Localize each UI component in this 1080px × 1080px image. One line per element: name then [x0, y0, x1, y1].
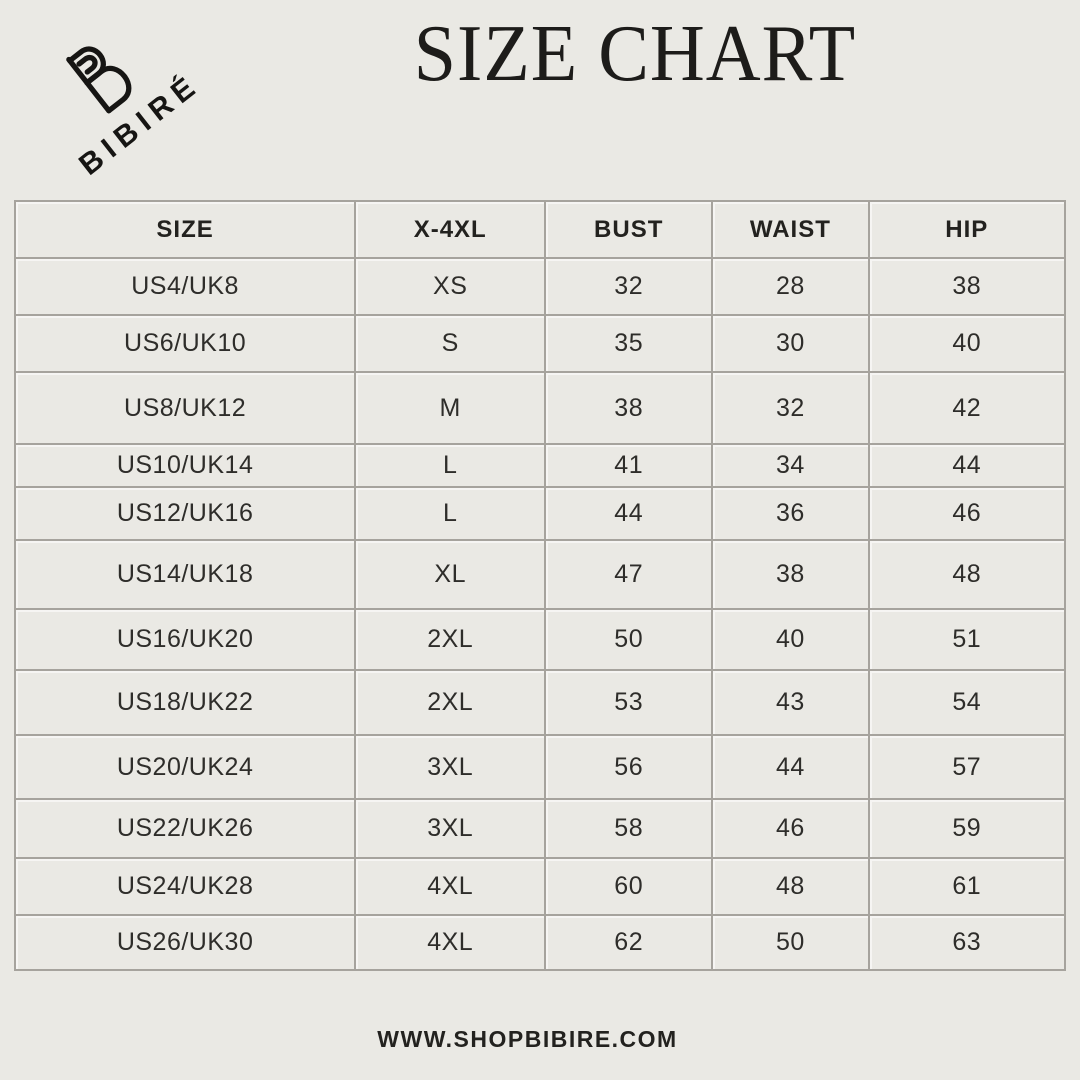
- size-cell: US8/UK12: [13, 371, 357, 445]
- waist-cell: 38: [711, 539, 870, 610]
- size-chart-table: SIZE X-4XL BUST WAIST HIP US4/UK8 XS 32 28 3…: [13, 200, 1067, 971]
- size-cell: US22/UK26: [13, 798, 357, 859]
- size-cell: US16/UK20: [13, 608, 357, 671]
- size-cell: US12/UK16: [13, 486, 357, 541]
- hip-cell: 46: [867, 486, 1067, 541]
- hip-cell: 51: [867, 608, 1067, 671]
- column-header-waist: WAIST: [711, 200, 870, 259]
- page-title: SIZE CHART: [413, 9, 857, 99]
- size-cell: US4/UK8: [13, 257, 357, 316]
- column-header-bust: BUST: [544, 200, 714, 259]
- table-row: US12/UK16 L 44 36 46: [13, 486, 1067, 541]
- size-cell: US18/UK22: [13, 669, 357, 736]
- bust-cell: 58: [544, 798, 714, 859]
- bust-cell: 56: [544, 734, 714, 800]
- table-row: US6/UK10 S 35 30 40: [13, 314, 1067, 373]
- hip-cell: 63: [867, 914, 1067, 971]
- letter-size-cell: L: [354, 443, 547, 488]
- bust-cell: 44: [544, 486, 714, 541]
- hip-cell: 42: [867, 371, 1067, 445]
- bust-cell: 62: [544, 914, 714, 971]
- hip-cell: 48: [867, 539, 1067, 610]
- size-cell: US24/UK28: [13, 857, 357, 916]
- table-header-row: SIZE X-4XL BUST WAIST HIP: [13, 200, 1067, 259]
- bust-cell: 47: [544, 539, 714, 610]
- bust-cell: 38: [544, 371, 714, 445]
- website-url: WWW.SHOPBIBIRE.COM: [377, 1026, 678, 1052]
- letter-size-cell: 4XL: [354, 914, 547, 971]
- letter-size-cell: S: [354, 314, 547, 373]
- brand-logo: BIBIRÉ: [0, 0, 241, 214]
- hip-cell: 57: [867, 734, 1067, 800]
- size-cell: US6/UK10: [13, 314, 357, 373]
- waist-cell: 50: [711, 914, 870, 971]
- waist-cell: 30: [711, 314, 870, 373]
- bust-cell: 35: [544, 314, 714, 373]
- column-header-hip: HIP: [867, 200, 1067, 259]
- waist-cell: 43: [711, 669, 870, 736]
- letter-size-cell: XL: [354, 539, 547, 610]
- bust-cell: 53: [544, 669, 714, 736]
- letter-size-cell: 2XL: [354, 608, 547, 671]
- table-row: US26/UK30 4XL 62 50 63: [13, 914, 1067, 971]
- table-row: US24/UK28 4XL 60 48 61: [13, 857, 1067, 916]
- column-header-size: SIZE: [13, 200, 357, 259]
- waist-cell: 34: [711, 443, 870, 488]
- hip-cell: 59: [867, 798, 1067, 859]
- waist-cell: 44: [711, 734, 870, 800]
- size-cell: US20/UK24: [13, 734, 357, 800]
- table-row: US22/UK26 3XL 58 46 59: [13, 798, 1067, 859]
- table-row: US16/UK20 2XL 50 40 51: [13, 608, 1067, 671]
- letter-size-cell: 3XL: [354, 734, 547, 800]
- bust-cell: 50: [544, 608, 714, 671]
- bust-cell: 32: [544, 257, 714, 316]
- letter-size-cell: 3XL: [354, 798, 547, 859]
- bibire-monogram-icon: [65, 46, 132, 113]
- letter-size-cell: L: [354, 486, 547, 541]
- table-row: US18/UK22 2XL 53 43 54: [13, 669, 1067, 736]
- letter-size-cell: M: [354, 371, 547, 445]
- size-cell: US26/UK30: [13, 914, 357, 971]
- letter-size-cell: XS: [354, 257, 547, 316]
- waist-cell: 32: [711, 371, 870, 445]
- hip-cell: 44: [867, 443, 1067, 488]
- size-cell: US10/UK14: [13, 443, 357, 488]
- hip-cell: 54: [867, 669, 1067, 736]
- waist-cell: 40: [711, 608, 870, 671]
- hip-cell: 40: [867, 314, 1067, 373]
- table-row: US20/UK24 3XL 56 44 57: [13, 734, 1067, 800]
- letter-size-cell: 2XL: [354, 669, 547, 736]
- table-row: US10/UK14 L 41 34 44: [13, 443, 1067, 488]
- waist-cell: 28: [711, 257, 870, 316]
- waist-cell: 46: [711, 798, 870, 859]
- bust-cell: 41: [544, 443, 714, 488]
- hip-cell: 38: [867, 257, 1067, 316]
- letter-size-cell: 4XL: [354, 857, 547, 916]
- table-row: US14/UK18 XL 47 38 48: [13, 539, 1067, 610]
- bust-cell: 60: [544, 857, 714, 916]
- table-row: US8/UK12 M 38 32 42: [13, 371, 1067, 445]
- column-header-x4xl: X-4XL: [354, 200, 547, 259]
- waist-cell: 48: [711, 857, 870, 916]
- table-row: US4/UK8 XS 32 28 38: [13, 257, 1067, 316]
- size-cell: US14/UK18: [13, 539, 357, 610]
- waist-cell: 36: [711, 486, 870, 541]
- hip-cell: 61: [867, 857, 1067, 916]
